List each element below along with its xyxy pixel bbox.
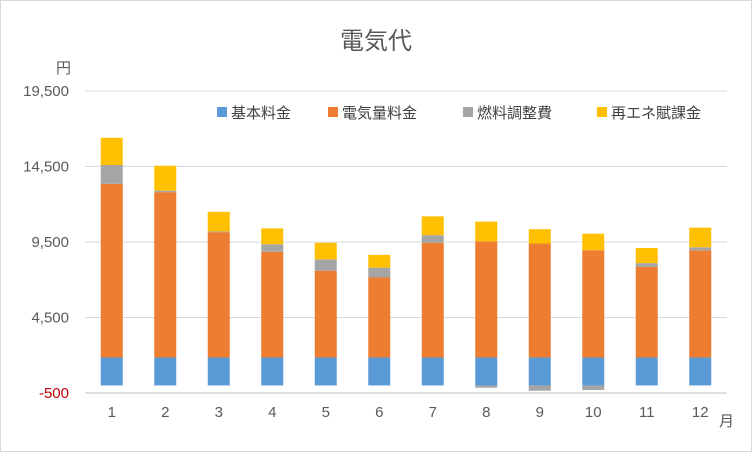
legend-swatch [217, 107, 227, 117]
bar-segment [689, 357, 712, 386]
bar-segment [582, 250, 605, 358]
bar-segment [368, 277, 391, 358]
y-tick-label: 14,500 [23, 159, 69, 176]
y-tick-labels: -500 4,500 9,500 14,500 19,500 [23, 83, 69, 402]
bar-segment [635, 248, 658, 264]
y-tick-label: 9,500 [31, 234, 69, 251]
bar-segment [261, 244, 284, 252]
bar-segment [528, 243, 551, 358]
x-tick-labels: 1 2 3 4 5 6 7 8 9 10 11 12 [108, 404, 709, 421]
legend-swatch [463, 107, 473, 117]
y-tick-label: 4,500 [31, 310, 69, 327]
bar-segment [100, 183, 123, 358]
bar-segment [475, 357, 498, 386]
legend-swatch [328, 107, 338, 117]
bar-segment [421, 235, 444, 243]
bar-segment [582, 233, 605, 251]
legend-label: 再エネ賦課金 [611, 104, 701, 122]
bar-segment [314, 357, 337, 386]
bar-segment [100, 357, 123, 386]
bar-segment [154, 192, 177, 358]
bar-segment [154, 357, 177, 386]
y-axis-unit-label: 円 [56, 59, 71, 77]
bar-segment [528, 229, 551, 244]
bar-segment [421, 216, 444, 236]
bar-segment [261, 228, 284, 245]
bar-segment [689, 227, 712, 248]
legend: 基本料金 電気量料金 燃料調整費 再エネ賦課金 [217, 104, 701, 122]
bar-segment [368, 357, 391, 386]
bar-segment [154, 165, 177, 191]
legend-label: 電気量料金 [342, 104, 417, 122]
bar-segment [314, 259, 337, 271]
x-axis-unit-label: 月 [719, 412, 734, 430]
x-tick-label: 2 [161, 404, 169, 421]
x-tick-label: 4 [268, 404, 276, 421]
bar-segment [582, 357, 605, 386]
x-tick-label: 8 [482, 404, 490, 421]
bar-segment [261, 357, 284, 386]
bar-segment [368, 267, 391, 278]
bar-segment [475, 241, 498, 358]
gridlines [85, 90, 727, 394]
x-tick-label: 11 [639, 404, 655, 421]
bar-segment [475, 221, 498, 242]
legend-swatch [597, 107, 607, 117]
bar-segment [207, 232, 230, 358]
x-tick-label: 9 [536, 404, 544, 421]
chart-title: 電気代 [340, 27, 412, 55]
bars [100, 137, 712, 391]
y-tick-label: -500 [39, 385, 69, 402]
x-tick-label: 3 [215, 404, 223, 421]
bar-segment [528, 357, 551, 386]
bar-segment [528, 385, 551, 391]
bar-segment [635, 263, 658, 267]
bar-segment [421, 357, 444, 386]
bar-segment [421, 242, 444, 358]
legend-label: 基本料金 [231, 104, 291, 122]
x-tick-label: 5 [322, 404, 330, 421]
bar-segment [635, 357, 658, 386]
bar-segment [261, 251, 284, 358]
bar-segment [207, 211, 230, 232]
x-tick-label: 7 [429, 404, 437, 421]
y-tick-label: 19,500 [23, 83, 69, 100]
bar-segment [582, 385, 605, 390]
legend-label: 燃料調整費 [477, 104, 552, 122]
bar-segment [314, 270, 337, 358]
bar-segment [368, 254, 391, 268]
x-tick-label: 12 [692, 404, 709, 421]
bar-segment [207, 231, 230, 233]
x-tick-label: 6 [375, 404, 383, 421]
bar-segment [207, 357, 230, 386]
bar-segment [689, 250, 712, 358]
bar-segment [314, 242, 337, 260]
bar-segment [475, 385, 498, 388]
bar-segment [154, 190, 177, 193]
bar-segment [635, 266, 658, 358]
bar-segment [100, 137, 123, 165]
bar-segment [689, 247, 712, 251]
bar-segment [100, 164, 123, 184]
x-tick-label: 1 [108, 404, 116, 421]
x-tick-label: 10 [585, 404, 602, 421]
